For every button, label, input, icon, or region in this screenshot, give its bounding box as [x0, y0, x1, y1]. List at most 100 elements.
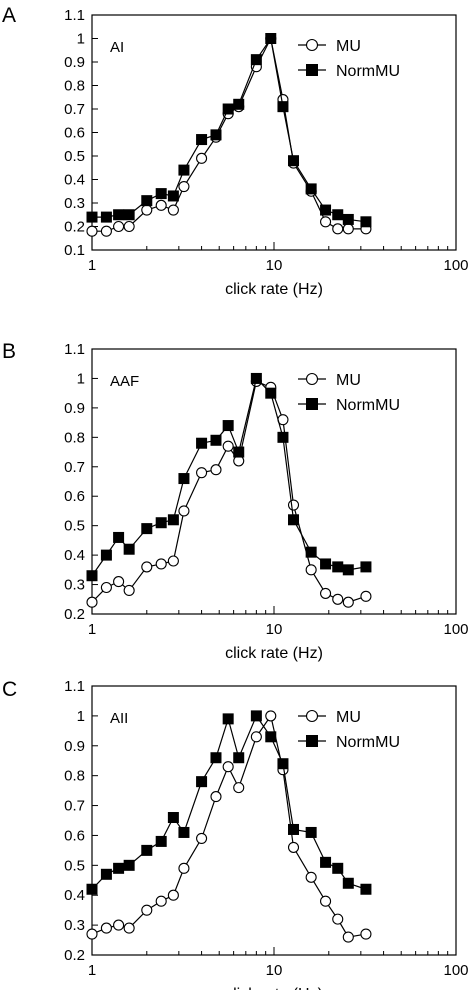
y-tick-label: 0.4 [64, 887, 85, 904]
data-point-normmu [265, 33, 277, 44]
data-point-mu [123, 220, 135, 233]
data-point-mu [123, 584, 135, 596]
x-axis-title: click rate (Hz) [225, 986, 323, 990]
data-point-normmu [233, 752, 245, 764]
y-tick-label: 0.5 [64, 148, 85, 165]
series-line-normmu [92, 36, 367, 223]
data-point-mu [287, 499, 300, 511]
data-point-normmu [196, 437, 208, 449]
y-tick-label: 0.3 [64, 917, 85, 934]
data-point-mu [320, 216, 332, 228]
y-tick-label: 0.8 [64, 78, 85, 95]
data-point-mu [342, 596, 354, 608]
y-tick-label: 1.1 [64, 7, 85, 24]
data-point-normmu [141, 195, 153, 207]
data-point-normmu [288, 823, 300, 835]
data-point-normmu [332, 209, 344, 221]
y-tick-label: 0.2 [64, 947, 85, 964]
chart-panel-b: B 0.2 0.3 0.4 0.5 0.6 0.7 0.8 0.9 1 1.1 1 10 100 click… [2, 340, 469, 662]
data-point-mu [210, 791, 222, 803]
data-point-normmu [305, 183, 317, 195]
legend-label-normmu: NormMU [336, 734, 400, 751]
data-point-normmu [100, 549, 112, 561]
y-tick-label: 0.2 [64, 219, 85, 236]
data-point-mu [155, 199, 167, 211]
y-tick-label: 0.4 [64, 547, 85, 564]
data-point-mu [342, 223, 354, 235]
data-point-normmu [288, 514, 300, 526]
data-point-mu [305, 564, 317, 576]
data-point-mu [100, 922, 112, 934]
area-label: AII [110, 710, 128, 727]
legend-marker-mu [305, 38, 319, 52]
x-tick-label: 1 [88, 257, 96, 274]
data-point-mu [155, 895, 167, 907]
chart-panel-a: A 0.1 0.2 0.3 0.4 0.5 0.6 0.7 0.8 0.9 1 1.1 1 10 100 cl… [2, 4, 469, 298]
data-point-normmu [100, 868, 112, 880]
data-point-normmu [277, 101, 289, 113]
data-point-normmu [86, 570, 98, 582]
data-point-normmu [305, 546, 317, 558]
legend-label-normmu: NormMU [336, 63, 400, 80]
legend-label-normmu: NormMU [336, 397, 400, 414]
y-tick-label: 0.9 [64, 400, 85, 417]
data-point-normmu [100, 211, 112, 223]
data-point-normmu [305, 826, 317, 838]
data-point-normmu [113, 531, 125, 543]
data-point-mu [360, 590, 372, 602]
x-tick-label: 100 [443, 257, 468, 274]
data-point-mu [113, 576, 125, 588]
data-point-mu [332, 223, 344, 235]
data-point-normmu [233, 446, 245, 458]
data-point-normmu [332, 561, 344, 573]
data-point-normmu [210, 129, 222, 141]
y-tick-label: 0.6 [64, 827, 85, 844]
data-point-normmu [250, 372, 262, 384]
data-point-normmu [196, 134, 208, 146]
legend-marker-mu [305, 372, 319, 386]
data-point-normmu [233, 98, 245, 110]
data-point-mu [250, 731, 262, 743]
data-point-normmu [360, 561, 372, 573]
area-label: AI [110, 39, 124, 56]
data-point-normmu [113, 209, 125, 221]
x-tick-label: 10 [266, 621, 283, 638]
data-point-mu [320, 895, 332, 907]
legend-label-mu: MU [336, 38, 361, 55]
y-tick-label: 0.8 [64, 768, 85, 785]
data-point-normmu [178, 164, 190, 176]
data-point-mu [332, 913, 344, 925]
y-tick-label: 0.7 [64, 101, 85, 118]
y-tick-label: 1.1 [64, 341, 85, 358]
data-point-mu [141, 561, 153, 573]
data-point-normmu [342, 564, 354, 576]
y-tick-label: 0.5 [64, 857, 85, 874]
data-point-normmu [155, 835, 167, 847]
data-point-normmu [167, 514, 179, 526]
y-tick-label: 0.3 [64, 577, 85, 594]
data-point-normmu [320, 204, 332, 216]
data-point-normmu [332, 862, 344, 874]
y-tick-label: 0.4 [64, 172, 85, 189]
data-point-normmu [277, 431, 289, 443]
chart-panel-c: C 0.2 0.3 0.4 0.5 0.6 0.7 0.8 0.9 1 1.1 1 10 100 click… [2, 678, 469, 990]
data-point-normmu [155, 517, 167, 529]
data-point-normmu [222, 420, 234, 432]
data-point-normmu [342, 877, 354, 889]
data-point-mu [86, 596, 98, 608]
data-point-normmu [320, 558, 332, 570]
data-point-normmu [222, 103, 234, 115]
data-point-mu [100, 225, 112, 237]
data-point-mu [360, 928, 372, 940]
data-point-normmu [360, 883, 372, 895]
y-tick-label: 0.6 [64, 125, 85, 142]
x-tick-label: 100 [443, 621, 468, 638]
legend-label-mu: MU [336, 709, 361, 726]
y-tick-label: 1 [77, 708, 85, 725]
data-point-normmu [250, 710, 262, 722]
data-point-mu [287, 841, 300, 853]
data-point-mu [178, 505, 190, 517]
data-point-mu [233, 782, 245, 794]
data-point-normmu [265, 731, 277, 743]
